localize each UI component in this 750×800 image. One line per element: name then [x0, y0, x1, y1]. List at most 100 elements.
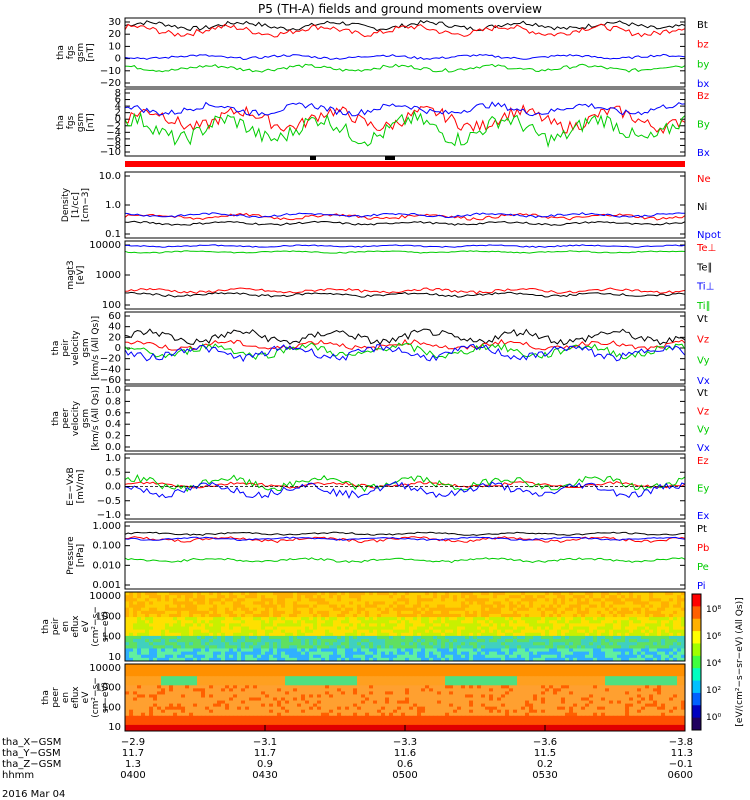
- heatmap-cell: [493, 629, 498, 634]
- heatmap-cell: [309, 667, 314, 671]
- heatmap-cell: [125, 632, 130, 637]
- heatmap-cell: [181, 639, 186, 643]
- heatmap-cell: [521, 607, 526, 612]
- heatmap-cell: [205, 639, 210, 643]
- heatmap-cell: [309, 676, 314, 680]
- heatmap-cell: [405, 613, 410, 618]
- heatmap-cell: [137, 667, 142, 671]
- heatmap-cell: [181, 607, 186, 612]
- heatmap-cell: [261, 648, 266, 653]
- tick-label: 6: [115, 95, 121, 106]
- heatmap-cell: [589, 632, 594, 637]
- heatmap-cell: [153, 626, 158, 631]
- heatmap-cell: [565, 691, 570, 695]
- heatmap-cell: [297, 654, 302, 659]
- heatmap-cell: [301, 645, 306, 649]
- series-line: [124, 531, 685, 536]
- heatmap-cell: [177, 676, 182, 680]
- heatmap-cell: [513, 626, 518, 631]
- heatmap-cell: [653, 617, 658, 621]
- heatmap-cell: [173, 679, 178, 683]
- heatmap-cell: [321, 642, 326, 646]
- heatmap-cell: [469, 620, 474, 624]
- heatmap-cell: [465, 617, 470, 621]
- heatmap-cell: [225, 657, 230, 662]
- heatmap-cell: [301, 682, 306, 686]
- heatmap-cell: [545, 632, 550, 637]
- axis-label: [cm−3]: [81, 188, 91, 222]
- heatmap-cell: [269, 645, 274, 649]
- heatmap-cell: [661, 664, 666, 668]
- mode-bar: [125, 161, 685, 167]
- heatmap-cell: [589, 629, 594, 634]
- heatmap-cell: [249, 635, 254, 640]
- heatmap-cell: [509, 651, 514, 656]
- heatmap-cell: [177, 667, 182, 671]
- heatmap-cell: [437, 673, 442, 677]
- heatmap-cell: [589, 679, 594, 683]
- heatmap-cell: [257, 645, 262, 649]
- heatmap-cell: [601, 592, 606, 596]
- heatmap-cell: [613, 654, 618, 659]
- heatmap-cell: [385, 657, 390, 662]
- heatmap-cell: [669, 613, 674, 618]
- heatmap-cell: [573, 670, 578, 674]
- heatmap-cell: [309, 592, 314, 596]
- heatmap-cell: [449, 632, 454, 637]
- heatmap-cell: [293, 651, 298, 656]
- heatmap-cell: [393, 635, 398, 640]
- heatmap-cell: [393, 679, 398, 683]
- heatmap-cell: [305, 670, 310, 674]
- heatmap-cell: [593, 688, 598, 692]
- heatmap-cell: [633, 601, 638, 606]
- heatmap-cell: [349, 691, 354, 695]
- heatmap-cell: [285, 667, 290, 671]
- heatmap-cell: [385, 685, 390, 689]
- heatmap-cell: [197, 651, 202, 656]
- heatmap-cell: [125, 635, 130, 640]
- heatmap-cell: [521, 664, 526, 668]
- heatmap-cell: [181, 685, 186, 689]
- heatmap-cell: [565, 617, 570, 621]
- heatmap-cell: [669, 688, 674, 692]
- heatmap-cell: [369, 685, 374, 689]
- heatmap-cell: [661, 623, 666, 627]
- heatmap-cell: [201, 670, 206, 674]
- heatmap-cell: [417, 610, 422, 615]
- heatmap-cell: [585, 648, 590, 653]
- heatmap-cell: [185, 610, 190, 615]
- heatmap-cell: [213, 639, 218, 643]
- heatmap-cell: [253, 676, 258, 680]
- heatmap-cell: [521, 632, 526, 637]
- heatmap-cell: [385, 598, 390, 602]
- heatmap-cell: [253, 645, 258, 649]
- heatmap-cell: [649, 595, 654, 599]
- heatmap-cell: [557, 688, 562, 692]
- heatmap-cell: [605, 676, 610, 680]
- heatmap-cell: [129, 642, 134, 646]
- heatmap-cell: [141, 648, 146, 653]
- heatmap-cell: [225, 670, 230, 674]
- heatmap-cell: [257, 601, 262, 606]
- heatmap-cell: [401, 598, 406, 602]
- heatmap-cell: [489, 613, 494, 618]
- heatmap-cell: [405, 635, 410, 640]
- heatmap-cell: [189, 697, 194, 702]
- heatmap-cell: [533, 651, 538, 656]
- heatmap-cell: [445, 620, 450, 624]
- heatmap-cell: [637, 620, 642, 624]
- heatmap-cell: [505, 595, 510, 599]
- heatmap-cell: [569, 664, 574, 668]
- heatmap-cell: [253, 679, 258, 683]
- heatmap-cell: [253, 664, 258, 668]
- heatmap-cell: [161, 629, 166, 634]
- heatmap-cell: [597, 642, 602, 646]
- heatmap-cell: [553, 607, 558, 612]
- heatmap-cell: [221, 592, 226, 596]
- heatmap-cell: [521, 601, 526, 606]
- heatmap-cell: [653, 664, 658, 668]
- heatmap-cell: [173, 697, 178, 702]
- heatmap-cell: [649, 694, 654, 698]
- heatmap-cell: [345, 691, 350, 695]
- heatmap-cell: [501, 657, 506, 662]
